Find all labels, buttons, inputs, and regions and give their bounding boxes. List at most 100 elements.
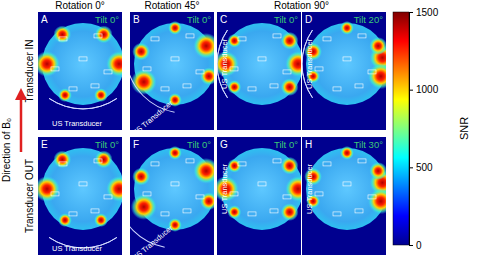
tick-mark — [409, 167, 413, 168]
roi — [91, 209, 99, 213]
tick: 500 — [409, 162, 433, 173]
hotspot — [132, 43, 150, 61]
roi — [368, 195, 376, 199]
hotspot — [106, 51, 122, 77]
panel-letter: H — [305, 139, 312, 150]
tick-mark — [409, 245, 413, 246]
hotspot — [281, 157, 299, 175]
tick: 1000 — [409, 84, 439, 95]
hotspot — [193, 158, 214, 184]
roi — [273, 159, 281, 163]
transducer-label: US Transducer — [220, 163, 229, 214]
panel — [302, 12, 386, 130]
roi — [186, 34, 194, 38]
panel-letter: E — [41, 139, 48, 150]
hotspot — [95, 150, 113, 168]
panel — [38, 12, 122, 130]
hotspot — [340, 146, 354, 160]
hotspot — [106, 176, 122, 202]
roi — [51, 67, 59, 71]
roi — [323, 37, 331, 41]
tilt-label: Tilt 0° — [274, 139, 298, 150]
roi — [230, 67, 238, 71]
side-label: Direction of B₀ — [1, 118, 12, 182]
roi — [315, 67, 323, 71]
hotspot — [285, 176, 301, 202]
tick-label: 1000 — [416, 84, 439, 95]
panel — [302, 137, 386, 255]
tilt-label: Tilt 30° — [354, 139, 384, 150]
row-title: Transducer IN — [24, 40, 35, 103]
tilt-label: Tilt 20° — [354, 14, 384, 25]
roi — [51, 192, 59, 196]
roi — [283, 70, 291, 74]
roi — [238, 37, 246, 41]
transducer-label: US Transducer — [305, 163, 314, 214]
roi — [270, 84, 278, 88]
roi — [143, 192, 151, 196]
column-title: Rotation 0° — [55, 0, 105, 11]
transducer-label: US Transducer — [52, 119, 103, 128]
roi — [323, 162, 331, 166]
b0-arrow — [20, 98, 23, 152]
hotspot — [340, 21, 354, 35]
tilt-label: Tilt 0° — [274, 14, 298, 25]
figure: ATilt 0°US TransducerBTilt 0°US Transduc… — [0, 0, 500, 268]
panel-letter: C — [220, 14, 227, 25]
tick-mark — [409, 12, 413, 13]
tick-label: 0 — [416, 240, 422, 251]
colorbar-label: SNR — [458, 117, 470, 140]
transducer-label: US Transducer — [220, 38, 229, 89]
roi — [59, 162, 67, 166]
hotspot — [38, 176, 60, 202]
roi — [238, 162, 246, 166]
roi — [151, 37, 159, 41]
roi — [196, 195, 204, 199]
transducer-arc — [49, 98, 117, 108]
transducer-label: US Transducer — [130, 98, 174, 137]
hotspot — [94, 213, 108, 227]
hotspot — [131, 194, 157, 220]
column-title: Rotation 90° — [274, 0, 329, 11]
roi — [186, 159, 194, 163]
roi — [161, 87, 169, 91]
panel — [217, 12, 301, 130]
hotspot — [285, 51, 301, 77]
roi — [94, 34, 102, 38]
roi — [171, 57, 179, 61]
hotspot — [369, 37, 386, 55]
roi — [343, 57, 351, 61]
roi — [183, 209, 191, 213]
hotspot — [58, 88, 72, 102]
panel-letter: F — [133, 139, 139, 150]
roi — [355, 209, 363, 213]
roi — [248, 212, 256, 216]
hotspot — [168, 21, 182, 35]
hotspot — [368, 188, 386, 214]
roi — [270, 209, 278, 213]
row-title: Transducer OUT — [24, 159, 35, 233]
roi — [333, 87, 341, 91]
hotspot — [94, 88, 108, 102]
tilt-label: Tilt 0° — [187, 139, 211, 150]
roi — [171, 182, 179, 186]
hotspot — [58, 213, 72, 227]
tick-label: 500 — [416, 162, 433, 173]
panel — [217, 137, 301, 255]
roi — [79, 57, 87, 61]
panel-letter: B — [133, 14, 140, 25]
transducer-label: US Transducer — [305, 38, 314, 89]
hotspot — [369, 162, 386, 180]
hotspot — [168, 146, 182, 160]
hotspot — [227, 205, 241, 219]
hotspot — [38, 51, 60, 77]
panel — [38, 137, 122, 255]
hotspot — [131, 69, 157, 95]
hotspot — [132, 168, 150, 186]
tilt-label: Tilt 0° — [95, 139, 119, 150]
tick-label: 1500 — [416, 7, 439, 18]
b0-arrowhead — [15, 88, 27, 100]
roi — [196, 70, 204, 74]
hotspot — [53, 150, 71, 168]
transducer-label: US Transducer — [52, 244, 103, 253]
